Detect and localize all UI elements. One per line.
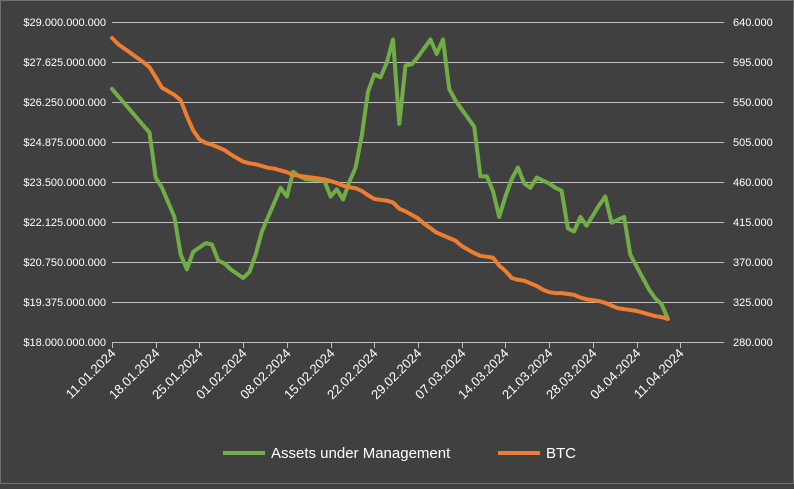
legend-label-btc: BTC — [546, 445, 576, 462]
series-lines — [110, 36, 670, 321]
right-tick-label: 640.000 — [733, 17, 773, 29]
left-tick-label: $26.250.000.000 — [23, 97, 106, 109]
left-tick-label: $29.000.000.000 — [23, 17, 106, 29]
right-tick-label: 595.000 — [733, 57, 773, 69]
right-tick-label: 460.000 — [733, 177, 773, 189]
gridlines — [112, 22, 724, 343]
right-tick-label: 415.000 — [733, 217, 773, 229]
left-tick-label: $27.625.000.000 — [23, 57, 106, 69]
right-tick-label: 550.000 — [733, 97, 773, 109]
left-tick-label: $20.750.000.000 — [23, 257, 106, 269]
left-tick-label: $18.000.000.000 — [23, 337, 106, 349]
right-axis-labels: 280.000 325.000 370.000 415.000 460.000 505.0… — [733, 17, 773, 349]
left-tick-label: $23.500.000.000 — [23, 177, 106, 189]
right-tick-label: 280.000 — [733, 337, 773, 349]
left-tick-label: $22.125.000.000 — [23, 217, 106, 229]
x-axis-ticks — [112, 342, 681, 348]
left-tick-label: $19.375.000.000 — [23, 297, 106, 309]
btc-line — [110, 36, 670, 321]
right-tick-label: 505.000 — [733, 137, 773, 149]
left-tick-label: $24.875.000.000 — [23, 137, 106, 149]
legend: Assets under Management BTC — [223, 445, 576, 462]
right-tick-label: 370.000 — [733, 257, 773, 269]
legend-label-aum: Assets under Management — [271, 445, 451, 462]
right-tick-label: 325.000 — [733, 297, 773, 309]
aum-line — [110, 37, 670, 321]
left-axis-labels: $18.000.000.000 $19.375.000.000 $20.750.00… — [23, 17, 106, 349]
